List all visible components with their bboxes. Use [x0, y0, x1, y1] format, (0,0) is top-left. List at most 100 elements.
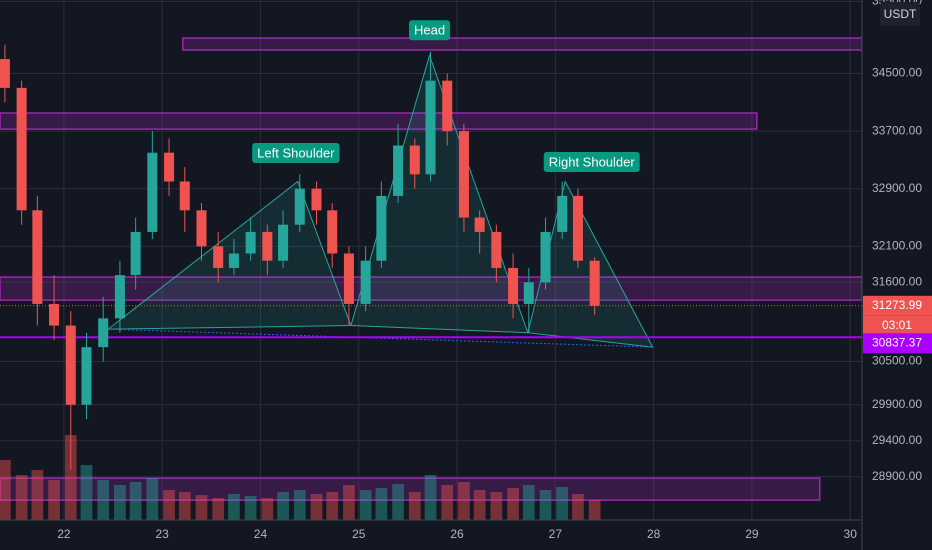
x-tick-label: 22: [57, 527, 71, 541]
x-tick-label: 25: [352, 527, 366, 541]
x-tick-label: 29: [745, 527, 759, 541]
volume-bar: [212, 498, 225, 520]
candle-body: [147, 152, 158, 232]
x-tick-label: 23: [155, 527, 169, 541]
candle-body: [49, 303, 60, 326]
volume-bar: [15, 475, 28, 520]
volume-bar: [458, 482, 470, 520]
candle-body: [376, 195, 387, 261]
candle-body: [213, 246, 224, 268]
volume-bar: [195, 495, 208, 520]
level-label: 30837.37: [872, 335, 922, 349]
candle-body: [327, 210, 338, 254]
zone: [0, 477, 821, 501]
candle-body: [245, 231, 256, 254]
volume-bar: [572, 494, 584, 520]
last-price-label: 31273.99: [872, 298, 922, 312]
volume-bar: [375, 488, 388, 520]
annotation: Left Shoulder: [257, 145, 335, 160]
annotation: Right Shoulder: [549, 154, 636, 169]
price-axis: [862, 0, 932, 550]
candle-body: [425, 80, 436, 175]
zone: [182, 37, 863, 51]
volume-bar: [588, 500, 601, 520]
volume-bar: [293, 490, 306, 520]
candle-body: [458, 131, 469, 218]
candle-body: [98, 318, 109, 348]
x-tick-label: 30: [844, 527, 858, 541]
y-tick-label: 29900.00: [872, 397, 922, 411]
volume-bar: [408, 492, 421, 520]
candle-body: [572, 195, 583, 261]
candle-body: [179, 181, 190, 211]
volume-bar: [97, 480, 110, 520]
candle-body: [130, 231, 141, 276]
candle-body: [196, 210, 207, 247]
volume-bar: [424, 475, 437, 520]
candle-body: [81, 347, 92, 405]
annotation-box: [543, 152, 640, 173]
y-tick-label: 31600.00: [872, 274, 922, 288]
volume-bar: [129, 482, 142, 520]
last-price-box: [863, 295, 932, 316]
volume-bar: [64, 435, 77, 520]
volume-bar: [48, 480, 60, 520]
currency-box: [880, 2, 920, 26]
volume-bar: [114, 485, 126, 520]
volume-bar: [261, 498, 274, 520]
volume-bar: [146, 478, 159, 520]
volume-bar: [0, 460, 11, 520]
volume-bar: [277, 492, 289, 520]
volume-bar: [326, 492, 339, 520]
countdown-box: [863, 315, 932, 336]
level-box: [863, 333, 932, 354]
volume-bar: [441, 485, 454, 520]
candle-body: [311, 188, 322, 211]
volume-bar: [310, 494, 323, 520]
candle-body: [114, 275, 125, 319]
candle-body: [16, 87, 27, 211]
y-tick-label: 30500.00: [872, 354, 922, 368]
candle-body: [474, 217, 485, 232]
y-tick-label: 33700.00: [872, 123, 922, 137]
x-tick-label: 27: [549, 527, 563, 541]
volume-bar: [228, 494, 240, 520]
candle-body: [262, 231, 273, 261]
volume-bar: [178, 492, 191, 520]
y-tick-label: 32900.00: [872, 181, 922, 195]
volume-bar: [507, 488, 519, 520]
candle-body: [343, 253, 354, 304]
y-tick-label: 29400.00: [872, 433, 922, 447]
volume-bar: [473, 490, 486, 520]
annotation: Head: [414, 23, 445, 38]
candle-body: [589, 260, 600, 306]
volume-bar: [359, 490, 372, 520]
volume-bar: [490, 492, 503, 520]
volume-bar: [31, 470, 44, 520]
candle-body: [294, 188, 305, 225]
y-tick-label: 28900.00: [872, 469, 922, 483]
volume-bar: [522, 485, 535, 520]
candle-body: [278, 224, 289, 261]
currency: USDT: [884, 7, 917, 21]
countdown: 03:01: [882, 318, 912, 332]
candle-body: [557, 195, 568, 232]
x-tick-label: 26: [450, 527, 464, 541]
volume-bar: [244, 496, 257, 520]
y-tick-label: 34500.00: [872, 66, 922, 80]
x-tick-label: 24: [254, 527, 268, 541]
candle-body: [360, 260, 371, 304]
zone: [0, 112, 758, 130]
pattern: [350, 53, 529, 334]
candle-body: [491, 231, 502, 268]
candle-body: [0, 59, 10, 88]
candle-body: [523, 282, 534, 304]
candle-body: [508, 267, 519, 304]
candle-body: [393, 145, 404, 196]
candle-body: [409, 145, 420, 175]
candle-body: [164, 152, 175, 182]
y-tick-label: 32100.00: [872, 238, 922, 252]
candle-body: [65, 325, 76, 405]
